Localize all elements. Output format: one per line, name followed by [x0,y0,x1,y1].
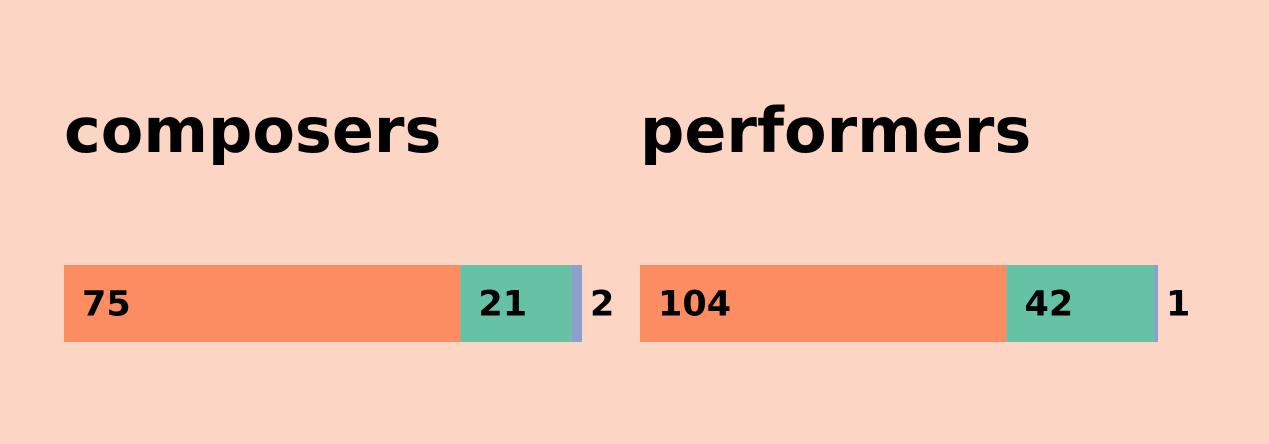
value-label: 75 [82,285,131,325]
chart-title: composers [64,94,441,167]
value-label: 21 [478,285,527,325]
bar-segment [571,265,582,342]
bar-segment [460,265,572,342]
bar-segment [1006,265,1155,342]
value-label: 42 [1024,285,1073,325]
value-label: 1 [1166,285,1190,325]
bar-segment [64,265,461,342]
value-label: 2 [590,285,614,325]
chart-title: performers [640,94,1031,167]
bar-segment [640,265,1007,342]
value-label: 104 [658,285,731,325]
bar-segment [1154,265,1158,342]
